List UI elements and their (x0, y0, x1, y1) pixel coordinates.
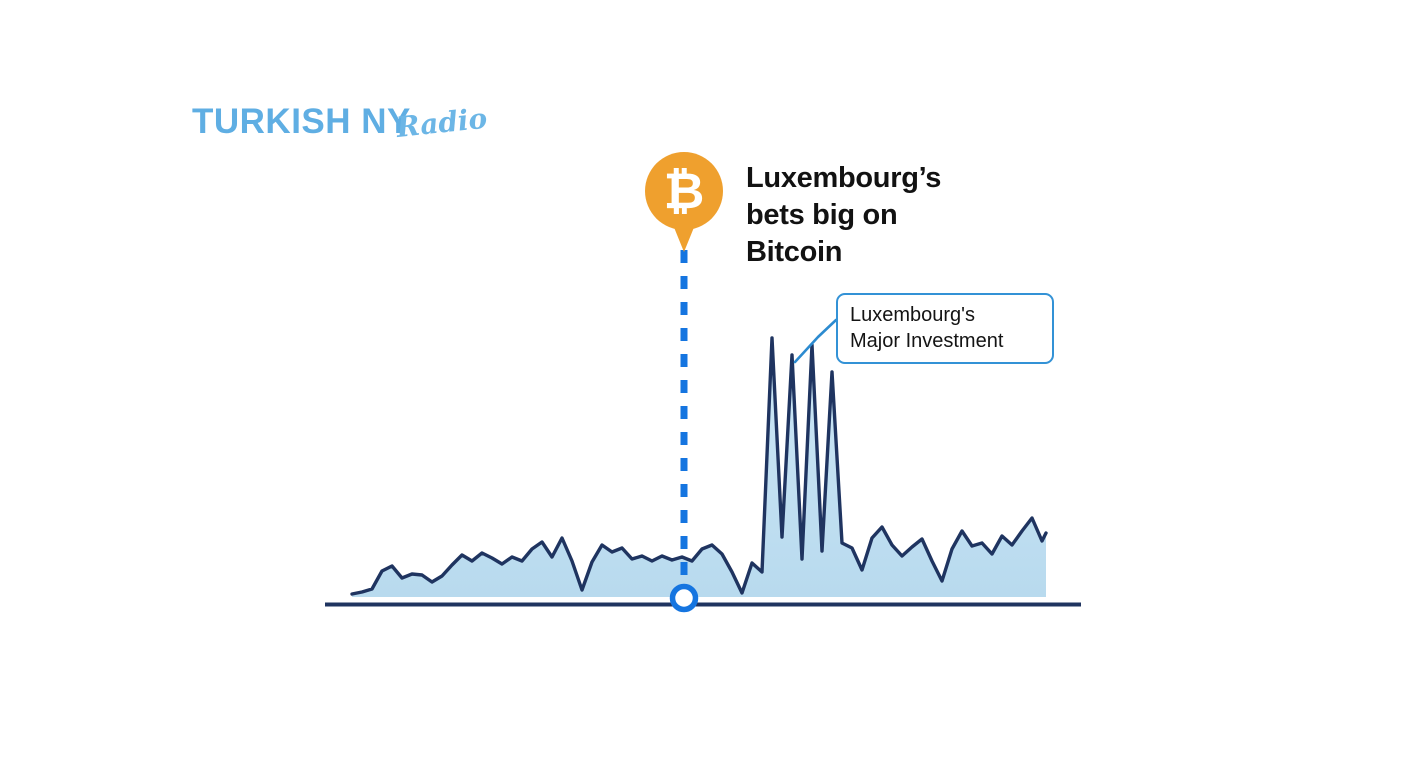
chart-price-line (350, 336, 1048, 596)
page-title: Luxembourg’s bets big on Bitcoin (746, 160, 1046, 271)
headline-line-3: Bitcoin (746, 236, 843, 268)
brand-logo: TURKISH NY Radio (192, 102, 489, 152)
callout-annotation: Luxembourg's Major Investment (836, 293, 1054, 364)
callout-line-1: Luxembourg's (850, 304, 975, 326)
headline-line-1: Luxembourg’s (746, 162, 942, 194)
bitcoin-pin-marker[interactable]: ₿ (645, 152, 723, 252)
callout-line-2: Major Investment (850, 330, 1004, 352)
marker-point-circle[interactable] (669, 583, 699, 613)
brand-name-main: TURKISH NY (192, 102, 411, 141)
bitcoin-pin-shape (645, 152, 723, 252)
headline-line-2: bets big on (746, 199, 898, 231)
callout-leader-line (793, 318, 838, 364)
chart-area-fill (352, 338, 1046, 597)
